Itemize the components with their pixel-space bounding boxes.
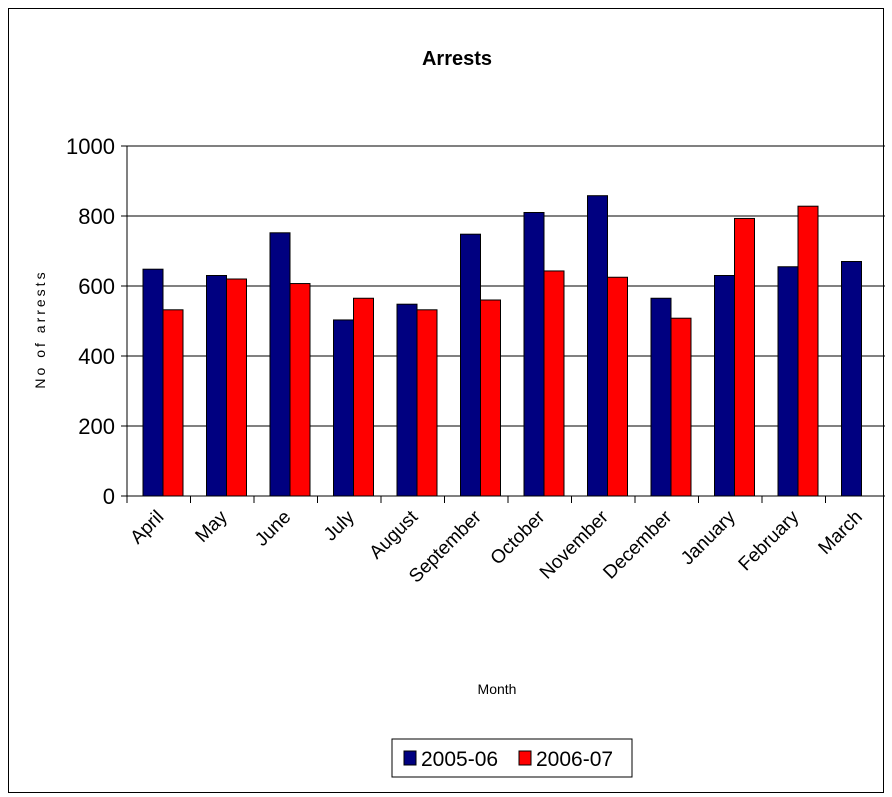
legend-swatch <box>518 750 532 766</box>
legend-box <box>391 738 633 778</box>
bar-2005-06-june <box>269 232 291 497</box>
bar-2005-06-may <box>206 275 227 497</box>
bar-2006-07-december <box>670 317 692 497</box>
legend-swatch <box>403 750 417 766</box>
bar-2006-07-january <box>734 217 755 497</box>
bar-2005-06-october <box>523 212 545 497</box>
bar-2006-07-february <box>797 205 819 497</box>
gridlines <box>127 145 885 427</box>
x-axis-title: Month <box>478 681 517 697</box>
x-tick-label: January <box>677 506 740 569</box>
y-tick-label: 600 <box>78 274 115 299</box>
bar-2006-07-september <box>480 299 501 497</box>
x-tick-label: August <box>366 506 423 563</box>
bar-2005-06-april <box>142 268 164 497</box>
legend-label: 2006-07 <box>536 748 613 771</box>
x-tick-label: October <box>487 506 550 569</box>
y-tick-label: 400 <box>78 344 115 369</box>
chart-title: Arrests <box>422 48 492 70</box>
bar-2005-06-march <box>841 261 862 497</box>
y-tick-label: 800 <box>78 204 115 229</box>
x-tick-label: April <box>127 507 169 549</box>
y-axis-title: No of arrests <box>32 269 48 388</box>
bar-2005-06-july <box>333 319 354 497</box>
bar-2005-06-february <box>777 266 799 497</box>
x-tick-label: May <box>192 506 233 547</box>
bar-2006-07-october <box>543 270 565 497</box>
bar-2005-06-august <box>396 303 418 497</box>
y-tick-label: 0 <box>103 484 115 509</box>
bar-2006-07-april <box>162 309 184 497</box>
bar-2006-07-july <box>353 297 374 497</box>
x-tick-label: March <box>815 507 867 559</box>
legend-label: 2005-06 <box>421 748 498 771</box>
y-tick-label: 200 <box>78 414 115 439</box>
bar-2005-06-november <box>587 195 608 497</box>
x-tick-label: July <box>320 506 359 545</box>
bars <box>142 195 862 497</box>
bar-2006-07-november <box>607 276 628 497</box>
bar-2006-07-august <box>416 309 438 497</box>
y-tick-label: 1000 <box>66 134 115 159</box>
bar-2005-06-september <box>460 233 481 497</box>
bar-2006-07-june <box>289 283 311 497</box>
x-tick-label: June <box>251 507 295 551</box>
bar-2005-06-january <box>714 275 735 497</box>
chart-frame: Arrests No of arrests Month 0 200 400 600 80… <box>8 8 885 793</box>
x-tick-label: February <box>735 506 804 575</box>
x-tick-label: December <box>599 506 676 583</box>
bar-2005-06-december <box>650 297 672 497</box>
bar-chart: Arrests No of arrests Month 0 200 400 600 80… <box>32 48 885 778</box>
bar-2006-07-may <box>226 278 247 497</box>
legend: 2005-06 2006-07 <box>391 738 633 778</box>
